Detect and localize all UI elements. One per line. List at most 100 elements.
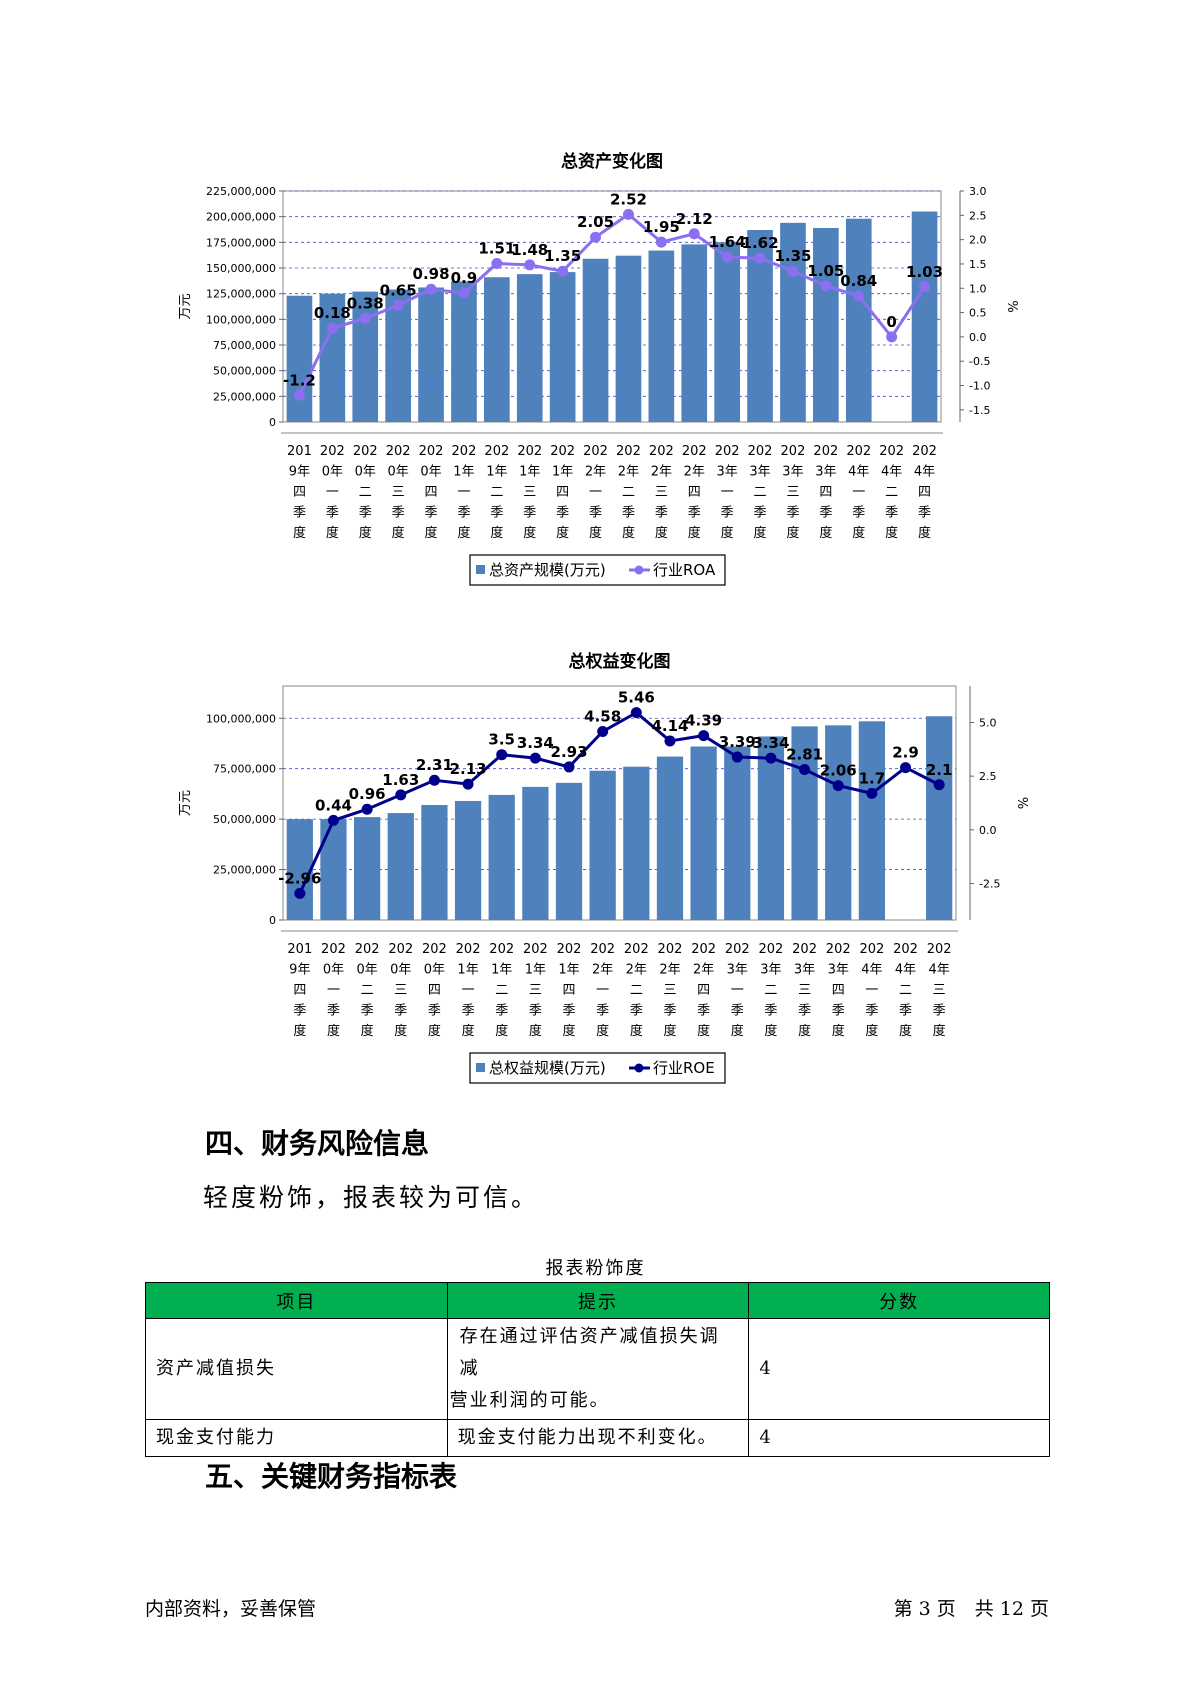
- category-label: 季: [394, 1004, 407, 1019]
- line-point: [327, 814, 339, 826]
- category-label: 202: [649, 444, 674, 459]
- legend-bar-label: 总权益规模(万元): [489, 1059, 606, 1077]
- category-label: 一: [721, 485, 734, 500]
- data-label: 1.95: [643, 218, 680, 236]
- data-label: -2.96: [278, 869, 321, 887]
- category-label: 4年: [881, 465, 902, 480]
- right-tick-label: -1.5: [969, 404, 990, 417]
- left-tick-label: 50,000,000: [213, 813, 276, 826]
- line-point: [294, 887, 306, 899]
- bar: [791, 726, 818, 920]
- category-label: 四: [428, 983, 441, 998]
- risk-summary-text: 轻度粉饰，报表较为可信。: [203, 1183, 540, 1212]
- data-label: 2.05: [577, 213, 614, 231]
- category-label: 202: [715, 444, 740, 459]
- data-label: 2.13: [450, 760, 487, 778]
- bar: [286, 295, 313, 422]
- bar: [911, 211, 938, 422]
- category-label: 一: [457, 485, 470, 500]
- bar: [320, 819, 347, 920]
- line-point: [622, 208, 634, 220]
- line-point: [392, 299, 404, 311]
- line-point: [698, 730, 710, 742]
- right-tick-label: 2.5: [979, 770, 997, 783]
- category-label: 度: [852, 525, 865, 541]
- category-label: 四: [697, 983, 710, 998]
- bar: [582, 258, 609, 422]
- bar: [589, 770, 616, 920]
- indicator-section-heading: 五、关键财务指标表: [205, 1460, 458, 1493]
- line-point: [428, 774, 440, 786]
- category-label: 202: [893, 942, 918, 957]
- category-label: 度: [556, 525, 569, 541]
- category-label: 度: [918, 525, 931, 541]
- category-label: 2年: [585, 465, 606, 480]
- category-label: 季: [688, 506, 701, 521]
- category-label: 季: [490, 506, 503, 521]
- category-label: 202: [550, 444, 575, 459]
- category-label: 0年: [424, 963, 445, 978]
- category-label: 2年: [651, 465, 672, 480]
- bar: [451, 281, 477, 422]
- category-label: 三: [655, 485, 668, 500]
- category-label: 季: [428, 1004, 441, 1019]
- bar: [484, 277, 510, 422]
- left-tick-label: 50,000,000: [213, 365, 276, 378]
- bar: [421, 805, 448, 920]
- category-label: 度: [589, 525, 602, 541]
- category-label: 季: [425, 506, 438, 521]
- category-label: 四: [293, 485, 306, 500]
- left-tick-label: 0: [269, 914, 276, 927]
- row-hint-line: 营业利润的可能。: [449, 1390, 610, 1411]
- left-tick-label: 0: [269, 416, 276, 429]
- category-label: 2年: [693, 963, 714, 978]
- line-point: [765, 752, 777, 764]
- category-label: 三: [663, 983, 676, 998]
- bar: [286, 819, 313, 920]
- data-label: 2.1: [926, 761, 953, 779]
- legend-line-marker: [634, 1063, 644, 1073]
- plot-area: [282, 190, 942, 423]
- left-tick-label: 25,000,000: [213, 390, 276, 403]
- category-label: 季: [589, 506, 602, 521]
- right-tick-label: 0.0: [969, 331, 987, 344]
- left-tick-label: 75,000,000: [213, 339, 276, 352]
- category-label: 二: [885, 485, 898, 500]
- line-point: [425, 283, 437, 295]
- category-label: 0年: [322, 465, 343, 480]
- category-label: 季: [457, 506, 470, 521]
- table-row: 资产减值损失 存在通过评估资产减值损失调减 营业利润的可能。 4: [145, 1318, 1050, 1420]
- bar: [488, 794, 515, 920]
- chart-title: 总资产变化图: [561, 151, 663, 172]
- category-label: 202: [682, 444, 707, 459]
- line-point: [590, 231, 602, 243]
- line-point: [462, 778, 474, 790]
- category-label: 三: [392, 485, 405, 500]
- category-label: 度: [428, 1023, 441, 1039]
- category-label: 度: [865, 1023, 878, 1039]
- bar: [387, 813, 414, 920]
- data-label: 3.5: [488, 731, 515, 749]
- data-label: 2.52: [610, 190, 647, 208]
- category-label: 三: [786, 485, 799, 500]
- category-label: 202: [691, 942, 716, 957]
- line-point: [524, 259, 536, 271]
- category-label: 季: [529, 1004, 542, 1019]
- category-label: 4年: [914, 465, 935, 480]
- line-point: [491, 257, 503, 269]
- category-label: 4年: [895, 963, 916, 978]
- category-label: 202: [859, 942, 884, 957]
- category-label: 度: [293, 525, 306, 541]
- bar: [780, 222, 806, 422]
- line-point: [866, 787, 878, 799]
- footer-confidential: 内部资料，妥善保管: [145, 1598, 317, 1620]
- legend-line-label: 行业ROA: [653, 561, 716, 579]
- category-label: 季: [495, 1004, 508, 1019]
- category-label: 度: [697, 1023, 710, 1039]
- category-label: 季: [852, 506, 865, 521]
- category-label: 度: [523, 525, 536, 541]
- category-label: 度: [326, 525, 339, 541]
- category-label: 1年: [457, 963, 478, 978]
- bar: [858, 721, 885, 920]
- category-label: 202: [321, 942, 346, 957]
